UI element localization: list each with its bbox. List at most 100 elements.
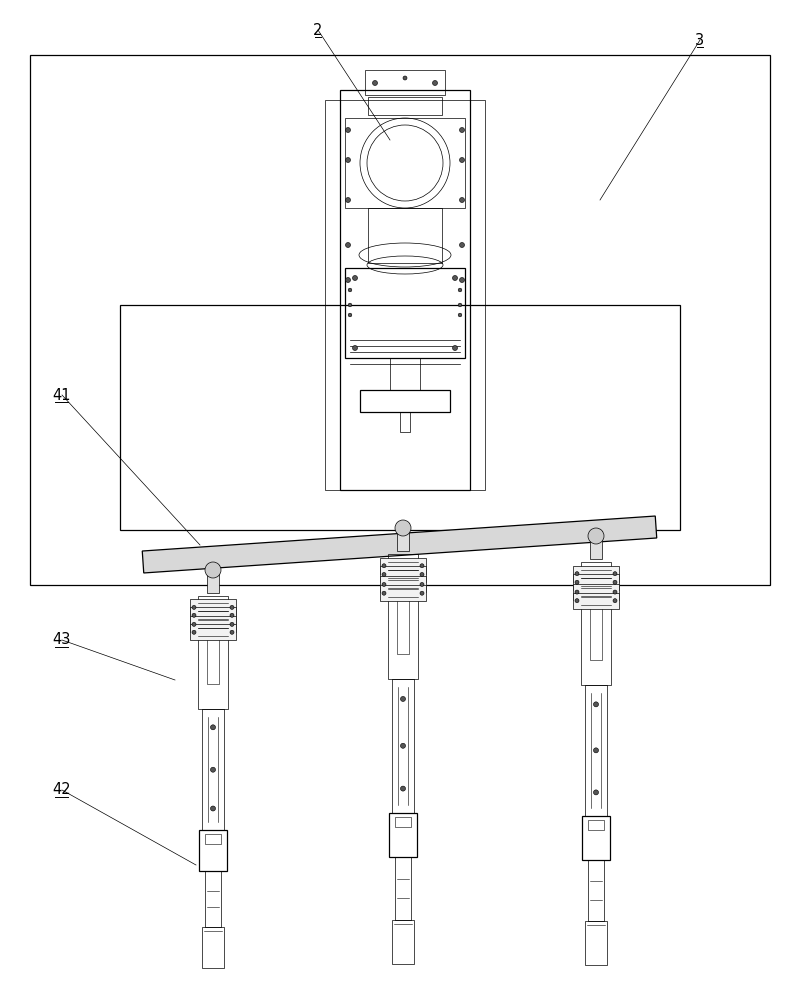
- Bar: [368, 97, 442, 115]
- Bar: [199, 830, 226, 871]
- Circle shape: [574, 590, 578, 594]
- Circle shape: [345, 128, 350, 133]
- Bar: [380, 576, 426, 592]
- Bar: [190, 616, 236, 632]
- Circle shape: [372, 81, 377, 86]
- Circle shape: [452, 346, 457, 351]
- Circle shape: [230, 613, 234, 617]
- Bar: [368, 208, 442, 263]
- Bar: [120, 305, 679, 530]
- Bar: [389, 813, 417, 857]
- Circle shape: [419, 582, 423, 586]
- Bar: [202, 709, 224, 830]
- Bar: [344, 118, 464, 208]
- Circle shape: [205, 562, 221, 578]
- Circle shape: [419, 591, 423, 595]
- Circle shape: [459, 158, 464, 163]
- Circle shape: [210, 767, 215, 772]
- Bar: [190, 624, 236, 640]
- Circle shape: [574, 572, 578, 576]
- Bar: [206, 565, 218, 593]
- Circle shape: [400, 743, 405, 748]
- Circle shape: [192, 605, 196, 609]
- Bar: [205, 871, 221, 927]
- Bar: [190, 607, 236, 623]
- Bar: [388, 554, 418, 679]
- Bar: [365, 70, 444, 95]
- Bar: [205, 834, 221, 844]
- Bar: [587, 820, 603, 830]
- Circle shape: [192, 613, 196, 617]
- Text: 42: 42: [53, 782, 71, 797]
- Bar: [573, 574, 618, 590]
- Circle shape: [612, 580, 616, 584]
- Bar: [392, 679, 414, 813]
- Circle shape: [381, 564, 385, 568]
- Circle shape: [381, 582, 385, 586]
- Circle shape: [192, 630, 196, 634]
- Circle shape: [432, 81, 437, 86]
- Circle shape: [459, 242, 464, 247]
- Circle shape: [192, 622, 196, 626]
- Circle shape: [419, 564, 423, 568]
- Circle shape: [593, 702, 597, 707]
- Circle shape: [230, 630, 234, 634]
- Bar: [394, 817, 410, 827]
- Bar: [581, 816, 609, 860]
- Bar: [190, 599, 236, 615]
- Circle shape: [612, 590, 616, 594]
- Bar: [587, 860, 603, 921]
- Circle shape: [348, 288, 352, 292]
- Bar: [585, 685, 606, 816]
- Bar: [392, 920, 414, 964]
- Circle shape: [381, 572, 385, 576]
- Text: 41: 41: [53, 387, 71, 402]
- Circle shape: [574, 599, 578, 603]
- Circle shape: [230, 605, 234, 609]
- Circle shape: [612, 572, 616, 576]
- Circle shape: [459, 198, 464, 202]
- Bar: [397, 559, 409, 654]
- Bar: [360, 390, 450, 412]
- Circle shape: [587, 528, 603, 544]
- Circle shape: [394, 520, 410, 536]
- Bar: [30, 55, 769, 585]
- Circle shape: [210, 806, 215, 811]
- Circle shape: [345, 198, 350, 202]
- Circle shape: [345, 277, 350, 282]
- Circle shape: [230, 622, 234, 626]
- Circle shape: [381, 591, 385, 595]
- Circle shape: [612, 599, 616, 603]
- Circle shape: [345, 242, 350, 247]
- Circle shape: [459, 277, 464, 282]
- Bar: [394, 857, 410, 920]
- Bar: [589, 531, 601, 559]
- Text: 43: 43: [53, 633, 71, 648]
- Circle shape: [458, 288, 461, 292]
- Circle shape: [452, 275, 457, 280]
- Polygon shape: [142, 516, 656, 573]
- Circle shape: [419, 572, 423, 576]
- Bar: [389, 358, 419, 390]
- Bar: [397, 523, 409, 551]
- Circle shape: [593, 748, 597, 753]
- Circle shape: [400, 786, 405, 791]
- Bar: [573, 584, 618, 600]
- Bar: [324, 100, 484, 490]
- Circle shape: [352, 275, 357, 280]
- Bar: [585, 921, 606, 965]
- Circle shape: [458, 303, 461, 307]
- Circle shape: [402, 76, 406, 80]
- Bar: [573, 566, 618, 582]
- Bar: [573, 593, 618, 609]
- Circle shape: [348, 313, 352, 317]
- Text: 3: 3: [695, 33, 703, 48]
- Bar: [206, 601, 218, 684]
- Circle shape: [345, 158, 350, 163]
- Circle shape: [593, 790, 597, 795]
- Bar: [380, 585, 426, 601]
- Circle shape: [459, 128, 464, 133]
- Bar: [589, 567, 601, 660]
- Bar: [202, 927, 224, 968]
- Bar: [380, 566, 426, 582]
